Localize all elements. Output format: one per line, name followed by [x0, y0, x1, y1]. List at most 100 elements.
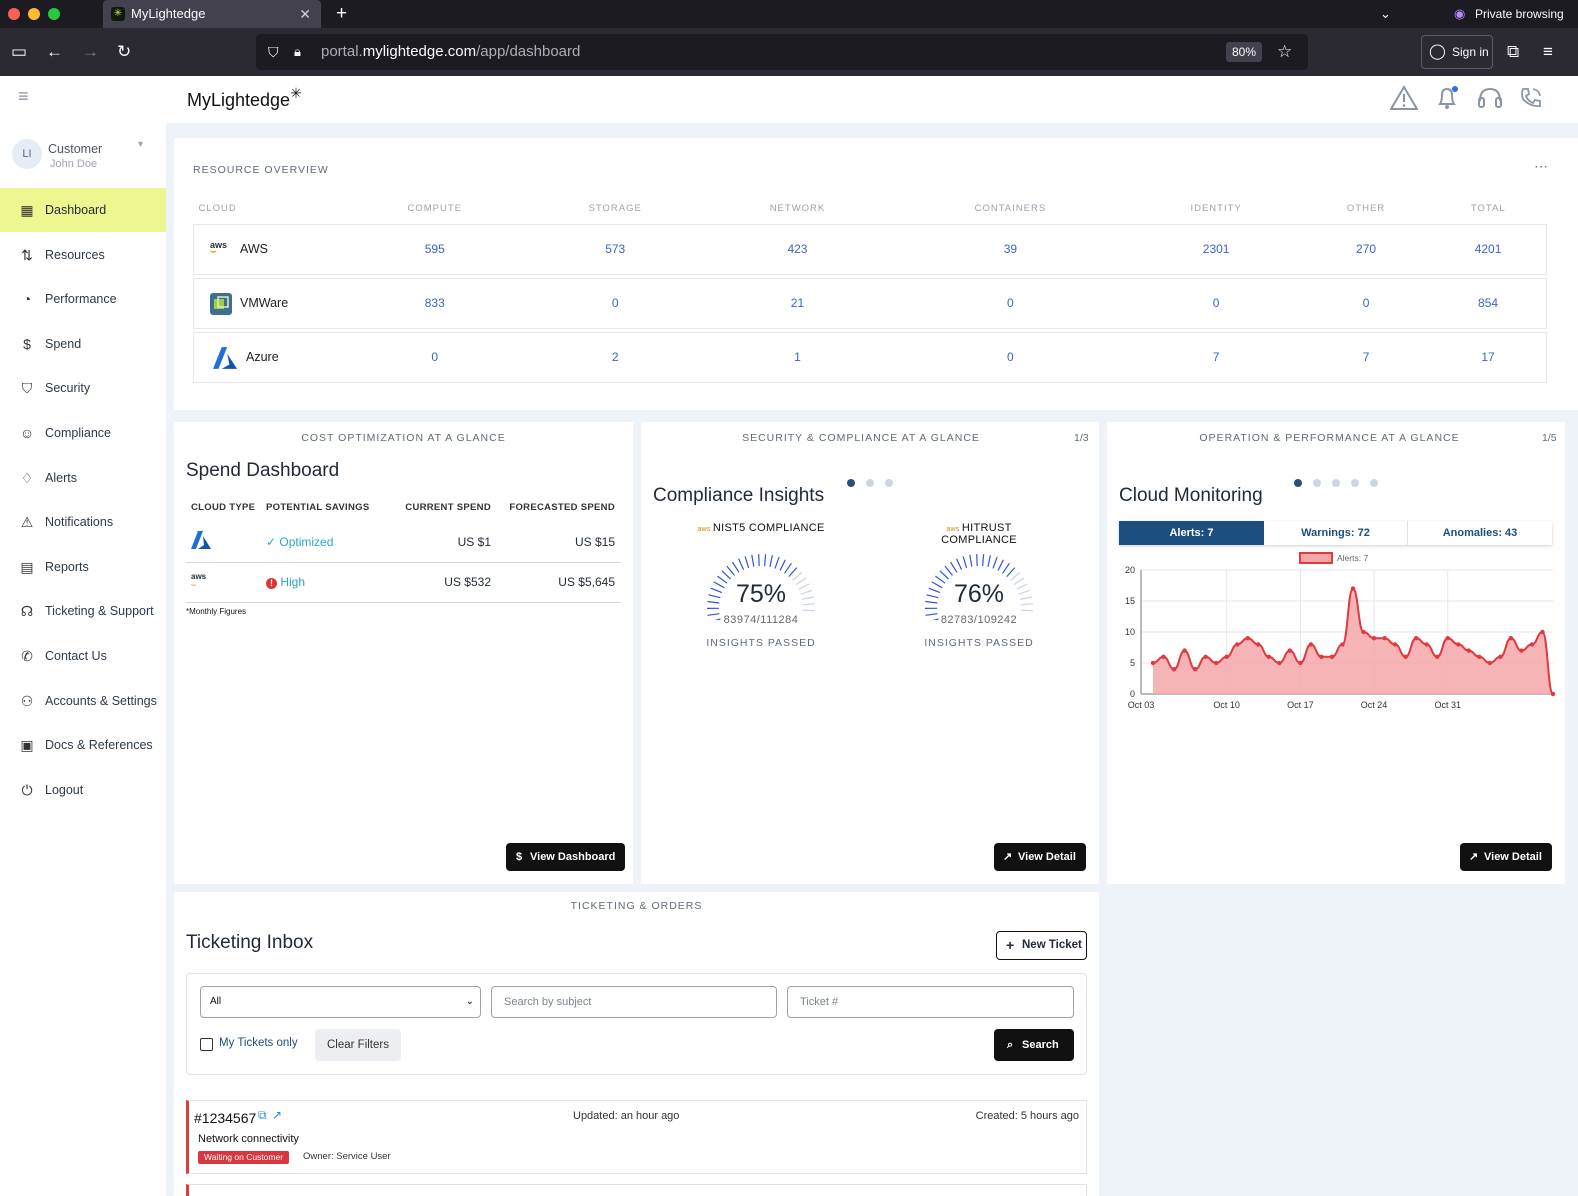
data-point[interactable] — [1361, 629, 1366, 635]
data-point[interactable] — [1340, 642, 1345, 647]
close-window-button[interactable] — [8, 8, 20, 20]
data-point[interactable] — [1435, 654, 1440, 659]
ticket-id[interactable]: #1234567 — [194, 1110, 257, 1126]
data-point[interactable] — [1487, 660, 1493, 666]
data-point[interactable] — [1477, 654, 1482, 659]
url-text[interactable]: portal.mylightedge.com/app/dashboard — [321, 43, 581, 60]
tab-anomalies[interactable]: Anomalies: 43 — [1442, 527, 1518, 539]
data-point[interactable] — [1182, 648, 1187, 653]
resource-count[interactable]: 854 — [1430, 277, 1548, 329]
tab-alerts[interactable]: Alerts: 7 — [1119, 521, 1264, 545]
resource-count[interactable]: 0 — [526, 277, 705, 329]
data-point[interactable] — [1161, 654, 1166, 659]
resource-count[interactable]: 423 — [704, 223, 891, 275]
sidebar-item-compliance[interactable]: ☺ Compliance — [0, 411, 166, 455]
data-point[interactable] — [1256, 642, 1261, 647]
data-point[interactable] — [1403, 654, 1408, 659]
zoom-badge[interactable]: 80% — [1226, 42, 1263, 62]
data-point[interactable] — [1245, 636, 1250, 641]
data-point[interactable] — [1224, 654, 1229, 659]
new-tab-icon[interactable]: + — [336, 3, 348, 24]
resource-count[interactable]: 0 — [890, 277, 1131, 329]
sidebar-item-dashboard[interactable]: ▦ Dashboard — [0, 188, 166, 232]
hamburger-menu-icon[interactable]: ≡ — [18, 86, 29, 106]
tab-warnings[interactable]: Warnings: 72 — [1264, 521, 1408, 545]
sidebar-toggle-icon[interactable]: ▭ — [11, 42, 28, 61]
new-ticket-button[interactable]: + New Ticket — [996, 931, 1087, 960]
data-point[interactable] — [1203, 654, 1208, 659]
view-dashboard-button[interactable]: $ View Dashboard — [506, 843, 626, 871]
sidebar-item-docs-references[interactable]: ▣ Docs & References — [0, 723, 166, 767]
headset-icon[interactable] — [1476, 85, 1504, 111]
legend-label[interactable]: Alerts: 7 — [1337, 553, 1368, 563]
my-tickets-label[interactable]: My Tickets only — [219, 1037, 298, 1049]
data-point[interactable] — [1235, 642, 1240, 647]
chevron-down-icon[interactable]: ▾ — [138, 139, 144, 150]
sidebar-item-logout[interactable]: ⏻ Logout — [0, 768, 166, 812]
compliance-ring[interactable]: aws NIST5 COMPLIANCE 75% 83974/111284 INSIG… — [691, 522, 831, 662]
data-point[interactable] — [1319, 654, 1324, 659]
data-point[interactable] — [1277, 660, 1282, 666]
resource-count[interactable]: 4201 — [1430, 223, 1548, 275]
reload-icon[interactable]: ↻ — [117, 42, 132, 61]
carousel-dots[interactable] — [1294, 474, 1389, 492]
resource-count[interactable]: 39 — [890, 223, 1131, 275]
table-row[interactable]: ✓ Optimized US $1 US $15 — [186, 522, 621, 563]
sidebar-item-contact-us[interactable]: ✆ Contact Us — [0, 634, 166, 678]
close-tab-icon[interactable]: ✕ — [299, 6, 311, 22]
data-point[interactable] — [1445, 636, 1450, 641]
sidebar-item-accounts-settings[interactable]: ⚇ Accounts & Settings — [0, 679, 166, 723]
data-point[interactable] — [1371, 636, 1377, 641]
table-row[interactable]: aws ⌣ AWS 595 573 423 39 2301 270 4201 — [193, 223, 1548, 275]
view-detail-button[interactable]: ↗ View Detail — [1460, 843, 1552, 871]
data-point[interactable] — [1298, 660, 1303, 666]
sign-in-button[interactable]: ◯ Sign in — [1421, 35, 1493, 69]
minimize-window-button[interactable] — [28, 8, 40, 20]
data-point[interactable] — [1498, 654, 1503, 659]
status-filter-select[interactable]: All ⌄ — [200, 986, 481, 1018]
warning-icon[interactable] — [1390, 85, 1418, 111]
sidebar-item-spend[interactable]: $ Spend — [0, 322, 166, 366]
data-point[interactable] — [1550, 691, 1556, 697]
phone-call-icon[interactable] — [1518, 85, 1544, 111]
data-point[interactable] — [1329, 654, 1335, 659]
data-point[interactable] — [1529, 642, 1535, 647]
resource-count[interactable]: 595 — [343, 223, 527, 275]
sidebar-item-resources[interactable]: ⇅ Resources — [0, 233, 166, 277]
data-point[interactable] — [1150, 660, 1156, 666]
app-logo[interactable]: MyLightedge✳ — [187, 85, 302, 110]
data-point[interactable] — [1456, 642, 1461, 647]
browser-tab[interactable]: ✳ MyLightedge ✕ — [103, 0, 321, 28]
resource-count[interactable]: 0 — [343, 331, 527, 383]
subject-search-input[interactable]: Search by subject — [491, 986, 777, 1018]
data-point[interactable] — [1519, 648, 1524, 653]
bookmark-star-icon[interactable]: ☆ — [1277, 42, 1293, 61]
resource-count[interactable]: 0 — [1130, 277, 1302, 329]
resource-count[interactable]: 270 — [1301, 223, 1431, 275]
data-point[interactable] — [1287, 648, 1293, 653]
data-point[interactable] — [1350, 586, 1356, 591]
extensions-icon[interactable]: ⧉ — [1507, 42, 1520, 61]
resource-count[interactable]: 833 — [343, 277, 527, 329]
sidebar-item-performance[interactable]: ◔ Performance — [0, 277, 166, 321]
my-tickets-checkbox[interactable] — [200, 1038, 213, 1051]
data-point[interactable] — [1540, 629, 1545, 635]
menu-icon[interactable]: ≡ — [1543, 42, 1553, 61]
resource-count[interactable]: 0 — [890, 331, 1131, 383]
sidebar-item-ticketing-support[interactable]: ☊ Ticketing & Support — [0, 589, 166, 633]
data-point[interactable] — [1171, 667, 1177, 672]
data-point[interactable] — [1424, 642, 1429, 647]
data-point[interactable] — [1392, 642, 1398, 647]
data-point[interactable] — [1192, 667, 1198, 672]
compliance-ring[interactable]: aws HITRUST COMPLIANCE 76% 82783/109242 INS… — [909, 522, 1049, 662]
forward-icon[interactable]: → — [82, 42, 99, 61]
resource-count[interactable]: 573 — [526, 223, 705, 275]
legend-swatch[interactable] — [1299, 552, 1333, 564]
search-button[interactable]: ⌕ Search — [994, 1029, 1074, 1061]
resource-count[interactable]: 7 — [1130, 331, 1302, 383]
sidebar-item-security[interactable]: ⛉ Security — [0, 366, 166, 410]
resource-count[interactable]: 0 — [1301, 277, 1431, 329]
sidebar-item-notifications[interactable]: ⚠ Notifications — [0, 500, 166, 544]
user-menu[interactable]: LI Customer John Doe ▾ — [10, 137, 160, 177]
data-point[interactable] — [1413, 636, 1419, 641]
